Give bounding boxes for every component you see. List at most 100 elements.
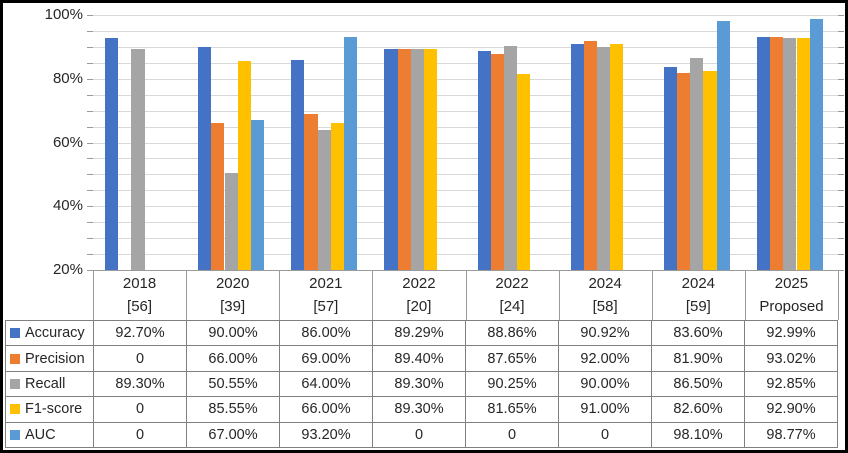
value-cell-f1-score-2022: 89.30% <box>373 397 466 423</box>
y-axis-tick-right <box>838 270 844 271</box>
gridline <box>93 158 838 160</box>
bar-auc-2025 <box>809 18 823 270</box>
bar-precision-2024 <box>677 72 691 270</box>
y-axis-tick-right <box>838 46 844 48</box>
category-separator <box>744 270 746 320</box>
gridline <box>93 222 838 224</box>
value-cell-f1-score-2025: 92.90% <box>745 397 838 423</box>
legend-swatch-f1-score-icon <box>10 404 20 415</box>
bar-auc-2024 <box>716 21 730 270</box>
y-axis-tick <box>87 270 93 271</box>
bar-accuracy-2022 <box>477 50 491 270</box>
y-axis-tick <box>87 94 93 96</box>
legend-label: Recall <box>25 375 66 392</box>
bar-precision-2024 <box>583 40 597 270</box>
value-cell-auc-2020: 67.00% <box>187 422 280 448</box>
gridline <box>93 190 838 192</box>
y-axis-tick-right <box>838 158 844 160</box>
category-separator <box>838 270 839 320</box>
gridline <box>93 126 838 128</box>
y-axis-label: 20% <box>52 261 83 278</box>
bar-recall-2025 <box>783 37 797 270</box>
value-cell-accuracy-2025: 92.99% <box>745 321 838 347</box>
value-cell-f1-score-2020: 85.55% <box>187 397 280 423</box>
value-cell-auc-2025: 98.77% <box>745 422 838 448</box>
y-axis-label: 80% <box>52 69 83 87</box>
value-cell-precision-2022: 87.65% <box>466 346 559 372</box>
bar-recall-2020 <box>224 172 238 270</box>
bar-auc-2020 <box>250 120 265 270</box>
category-year-label: 2020 <box>215 275 250 292</box>
bar-accuracy-2024 <box>663 67 677 270</box>
category-ref-label: [59] <box>685 298 711 315</box>
gridline <box>93 238 838 240</box>
bar-f1-score-2025 <box>796 37 810 270</box>
bar-accuracy-2020 <box>198 46 212 270</box>
category-ref-label: [57] <box>313 298 339 315</box>
y-axis-tick-right <box>838 62 844 64</box>
bar-f1-score-2022 <box>517 73 531 270</box>
legend-swatch-precision-icon <box>10 353 20 364</box>
legend-cell-accuracy: Accuracy <box>6 321 94 347</box>
y-axis-tick <box>87 62 93 64</box>
value-cell-precision-2020: 66.00% <box>187 346 280 372</box>
y-axis-tick <box>87 110 93 112</box>
y-axis-tick-right <box>838 110 844 112</box>
bar-f1-score-2020 <box>237 61 251 270</box>
bar-f1-score-2024 <box>610 43 624 270</box>
y-axis-tick <box>87 254 93 256</box>
gridline <box>93 254 838 256</box>
bar-precision-2022 <box>490 54 504 270</box>
bar-precision-2025 <box>770 37 784 270</box>
y-axis-tick-right <box>838 30 844 32</box>
value-cell-recall-2022: 90.25% <box>466 371 559 398</box>
value-cell-recall-2024: 90.00% <box>559 371 652 398</box>
value-cell-f1-score-2024: 91.00% <box>559 397 652 423</box>
y-axis-tick <box>87 190 93 192</box>
y-axis-tick-right <box>838 126 844 128</box>
legend-cell-recall: Recall <box>6 371 94 398</box>
category-ref-label: [58] <box>592 298 618 315</box>
y-axis-tick <box>87 15 93 16</box>
bar-recall-2022 <box>410 49 424 270</box>
category-year-label: 2024 <box>681 275 716 292</box>
y-axis-tick <box>87 30 93 32</box>
legend-swatch-recall-icon <box>10 378 20 389</box>
value-cell-recall-2021: 64.00% <box>280 371 373 398</box>
y-axis-tick-right <box>838 190 844 192</box>
category-year-label: 2022 <box>495 275 529 292</box>
y-axis-tick-right <box>838 206 844 208</box>
category-ref-label: [20] <box>406 298 432 315</box>
y-axis-tick <box>87 46 93 48</box>
y-axis-tick-right <box>838 254 844 256</box>
y-axis-tick <box>87 126 93 128</box>
bar-accuracy-2021 <box>291 59 305 270</box>
category-separator <box>558 270 560 320</box>
bar-f1-score-2021 <box>330 123 345 270</box>
value-cell-auc-2022: 0 <box>373 422 466 448</box>
gridline <box>93 62 838 64</box>
value-cell-auc-2018: 0 <box>94 422 187 448</box>
bar-recall-2021 <box>317 129 331 271</box>
value-cell-accuracy-2022: 88.86% <box>466 321 559 347</box>
bar-precision-2022 <box>397 48 411 270</box>
category-year-label: 2024 <box>588 275 622 292</box>
category-separator <box>651 270 653 320</box>
value-cell-accuracy-2024: 83.60% <box>652 321 745 347</box>
gridline <box>93 46 838 48</box>
value-cell-auc-2022: 0 <box>466 422 559 448</box>
value-cell-f1-score-2024: 82.60% <box>652 397 745 423</box>
bar-precision-2021 <box>304 113 318 270</box>
gridline <box>93 142 838 144</box>
value-cell-recall-2022: 89.30% <box>373 371 466 398</box>
bar-accuracy-2025 <box>756 37 771 270</box>
bar-recall-2024 <box>690 58 704 270</box>
y-axis-tick-right <box>838 78 844 80</box>
y-axis-label: 40% <box>52 197 83 215</box>
value-cell-precision-2018: 0 <box>94 346 187 372</box>
legend-cell-f1-score: F1-score <box>6 397 94 423</box>
legend-label: AUC <box>25 426 56 443</box>
legend-label: F1-score <box>25 401 83 418</box>
y-axis-tick-right <box>838 142 844 144</box>
